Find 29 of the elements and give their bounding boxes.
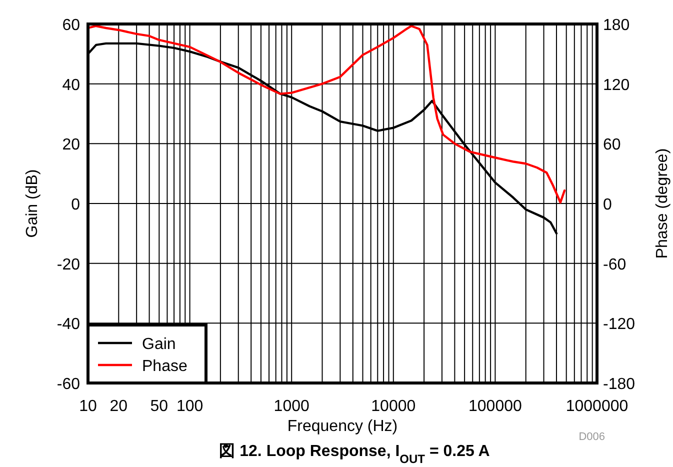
x-tick-label: 100000 <box>468 398 522 415</box>
y-axis-title: Gain (dB) <box>24 169 41 238</box>
y-tick-label: -20 <box>56 256 80 274</box>
y-tick-label: 0 <box>71 196 80 214</box>
legend-label: Phase <box>142 358 188 375</box>
y-tick-label: -60 <box>56 376 80 393</box>
y2-tick-label: -60 <box>603 256 626 274</box>
y-tick-label: 20 <box>62 136 80 154</box>
y-tick-label: 60 <box>62 17 80 34</box>
text: 図 12. Loop Response, I$_{OUT}$ = 0.25 A <box>219 443 490 466</box>
x-tick-label: 10 <box>79 398 97 415</box>
legend-label: Gain <box>142 336 176 353</box>
x-tick-label: 1000000 <box>566 398 628 415</box>
y-tick-label: -40 <box>56 316 80 334</box>
x-tick-label: 100 <box>176 398 204 415</box>
x-axis-title: Frequency (Hz) <box>287 418 398 435</box>
x-tick-label: 10000 <box>371 398 416 415</box>
x-tick-label: 1000 <box>274 398 310 415</box>
y2-axis-title: Phase (degree) <box>654 148 671 259</box>
x-tick-label: 20 <box>110 398 128 415</box>
y2-tick-label: 60 <box>603 136 621 154</box>
y2-tick-label: -120 <box>603 316 636 334</box>
y-tick-label: 40 <box>62 76 80 94</box>
y2-tick-label: -180 <box>603 376 636 393</box>
y2-tick-label: 0 <box>603 196 612 214</box>
text: D006 <box>578 431 605 443</box>
y2-tick-label: 180 <box>603 17 630 34</box>
y2-tick-label: 120 <box>603 76 630 94</box>
x-tick-label: 50 <box>150 398 168 415</box>
